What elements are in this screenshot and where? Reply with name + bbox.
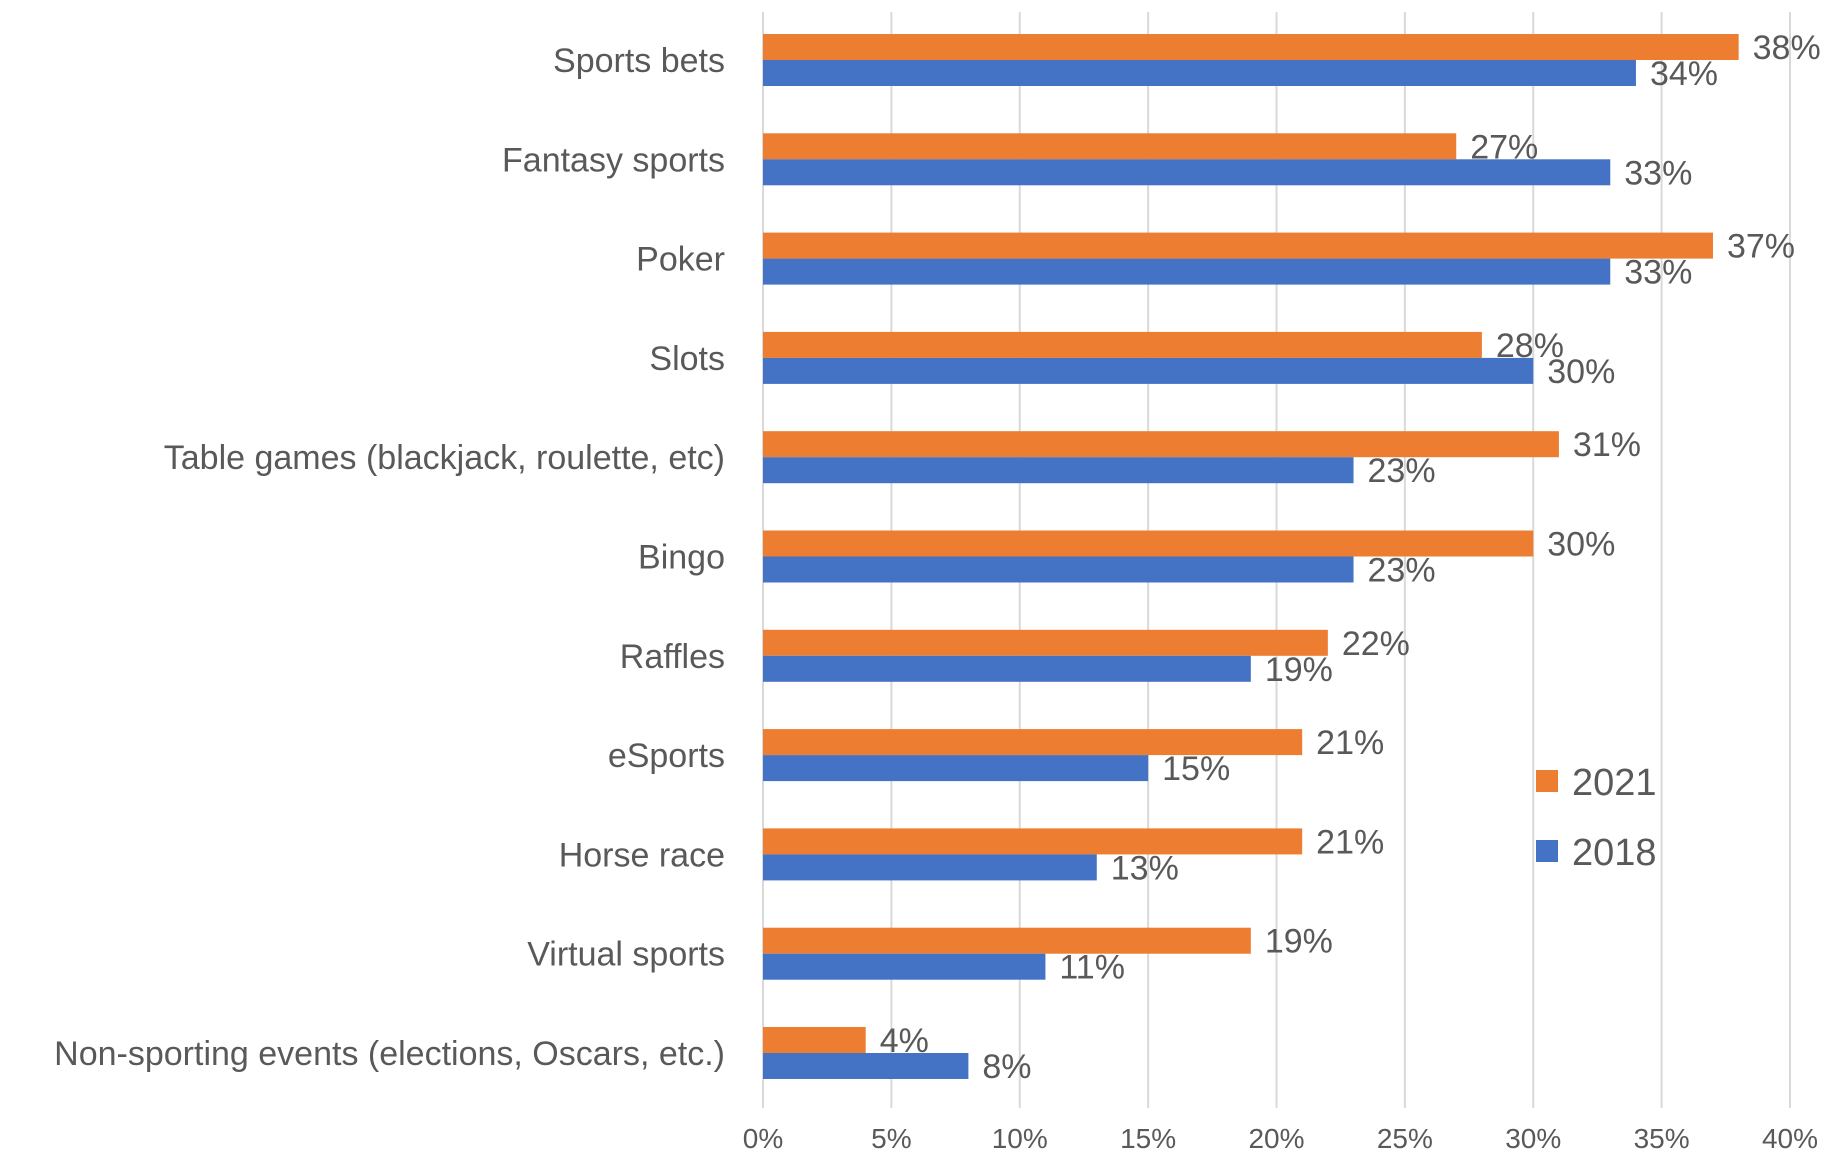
legend-swatch-2021 [1536,770,1558,792]
data-label-2018: 11% [1059,949,1125,987]
bar-2018-2 [763,258,1611,285]
category-label: Table games (blackjack, roulette, etc) [164,439,725,477]
data-label-2021: 22% [1342,625,1410,663]
x-tick-label: 10% [992,1123,1048,1154]
data-label-2018: 23% [1368,452,1436,490]
bar-2021-5 [763,530,1534,557]
data-label-2021: 28% [1496,327,1564,365]
legend-label-2021: 2021 [1572,762,1657,804]
data-label-2018: 33% [1624,254,1692,292]
bar-2018-4 [763,457,1354,484]
data-label-2021: 30% [1547,526,1615,564]
data-label-2018: 13% [1111,849,1179,887]
data-label-2018: 23% [1368,552,1436,590]
data-label-2021: 19% [1265,923,1333,961]
legend: 2021 2018 [1536,762,1657,874]
bar-2021-10 [763,1027,866,1053]
bar-2021-0 [763,34,1739,60]
bar-2021-3 [763,331,1482,358]
bar-2018-3 [763,357,1534,384]
category-label: Sports bets [553,42,725,80]
data-labels: 38%34%27%33%37%33%28%30%31%23%30%23%22%1… [880,29,1821,1086]
data-label-2018: 34% [1650,55,1718,93]
data-label-2021: 21% [1316,724,1384,762]
bar-2018-1 [763,159,1611,186]
bar-2021-1 [763,133,1457,160]
bar-2018-7 [763,755,1149,782]
bar-2021-6 [763,629,1328,656]
x-tick-label: 0% [743,1123,783,1154]
category-labels: Sports bets Fantasy sports Poker Slots Table… [54,42,725,1073]
bar-2018-6 [763,655,1251,682]
bar-2018-9 [763,953,1046,980]
bar-2021-4 [763,431,1559,458]
legend-label-2018: 2018 [1572,832,1657,874]
bar-2018-8 [763,854,1097,881]
x-tick-label: 30% [1505,1123,1561,1154]
x-axis-tick-labels: 0% 5% 10% 15% 20% 25% 30% 35% 40% [743,1123,1818,1154]
category-label: Bingo [638,539,725,577]
category-label: Horse race [559,836,725,874]
data-label-2018: 8% [982,1048,1031,1086]
category-label: Poker [636,241,725,279]
data-label-2018: 15% [1162,750,1230,788]
x-tick-label: 35% [1634,1123,1690,1154]
bar-2018-10 [763,1053,969,1079]
data-label-2018: 30% [1547,353,1615,391]
bar-2018-0 [763,60,1636,86]
data-label-2021: 37% [1727,228,1795,266]
data-label-2021: 4% [880,1022,929,1060]
category-label: Slots [649,340,725,378]
data-label-2018: 19% [1265,651,1333,689]
x-tick-label: 15% [1120,1123,1176,1154]
legend-swatch-2018 [1536,840,1558,862]
data-label-2021: 38% [1753,29,1821,67]
bar-2018-5 [763,556,1354,583]
category-label: Virtual sports [527,936,725,974]
category-label: Fantasy sports [502,141,725,179]
bar-2021-2 [763,232,1713,259]
bars [763,34,1739,1079]
x-tick-label: 5% [871,1123,911,1154]
data-label-2021: 21% [1316,823,1384,861]
category-label: Non-sporting events (elections, Oscars, … [54,1035,725,1073]
bar-2021-7 [763,729,1303,756]
category-label: eSports [608,737,725,775]
category-label: Raffles [620,638,725,676]
x-tick-label: 20% [1248,1123,1304,1154]
data-label-2018: 33% [1624,154,1692,192]
x-tick-label: 25% [1377,1123,1433,1154]
x-tick-label: 40% [1762,1123,1818,1154]
data-label-2021: 27% [1470,128,1538,166]
bar-2021-8 [763,828,1303,855]
data-label-2021: 31% [1573,426,1641,464]
bar-2021-9 [763,927,1251,954]
